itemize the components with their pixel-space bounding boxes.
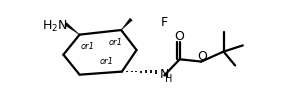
Text: or1: or1	[80, 42, 94, 51]
Polygon shape	[65, 23, 80, 35]
Text: O: O	[174, 30, 184, 43]
Text: or1: or1	[99, 57, 113, 66]
Text: or1: or1	[109, 38, 123, 47]
Text: O: O	[197, 50, 207, 63]
Text: F: F	[161, 16, 168, 29]
Polygon shape	[121, 18, 132, 30]
Text: H: H	[165, 74, 172, 83]
Text: N: N	[160, 68, 169, 81]
Text: H$_2$N: H$_2$N	[42, 19, 67, 34]
